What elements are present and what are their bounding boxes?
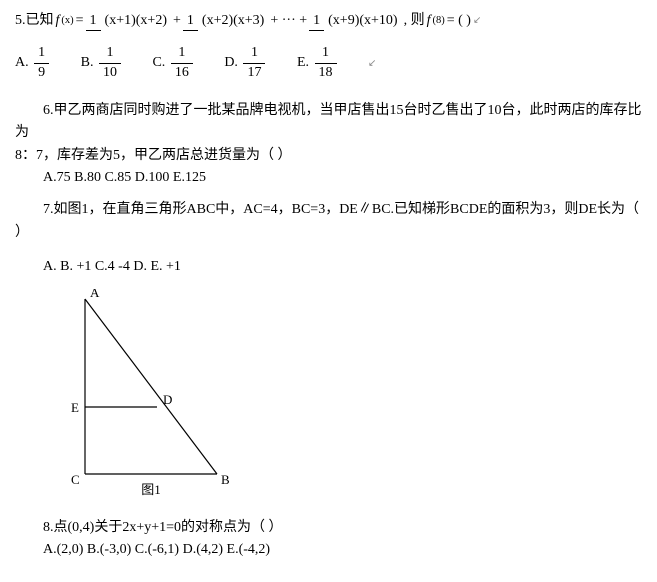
frac-den: (x+9)(x+10) <box>324 12 401 30</box>
question-8: 8.点(0,4)关于2x+y+1=0的对称点为（ ） A.(2,0) B.(-3… <box>15 517 642 562</box>
q5-eq: = <box>76 10 84 32</box>
frac-num: 1 <box>86 12 101 31</box>
choice-frac: 1 17 <box>243 44 265 81</box>
q8-options: A.(2,0) B.(-3,0) C.(-6,1) D.(4,2) E.(-4,… <box>15 539 642 561</box>
q5-term3: 1 (x+9)(x+10) <box>309 12 401 31</box>
choice-frac: 1 18 <box>315 44 337 81</box>
q7-options: A. B. +1 C.4 -4 D. E. +1 <box>15 256 642 278</box>
frac-num: 1 <box>243 44 265 63</box>
frac-num: 1 <box>309 12 324 31</box>
q5-func2: f <box>427 10 431 32</box>
frac-num: 1 <box>34 44 49 63</box>
q5-choices: A. 1 9 B. 1 10 C. 1 16 D. 1 17 <box>15 44 642 81</box>
frac-den: 9 <box>34 64 49 82</box>
svg-text:B: B <box>221 472 230 487</box>
q7-line1: 7.如图1，在直角三角形ABC中，AC=4，BC=3，DE∥BC.已知梯形BCD… <box>15 199 642 244</box>
choice-label: A. <box>15 52 29 74</box>
q5-suffix2: = ( ) <box>447 10 471 32</box>
frac-num: 1 <box>171 44 193 63</box>
svg-text:E: E <box>71 400 79 415</box>
question-5: 5.已知 f (x) = 1 (x+1)(x+2) + 1 (x+2)(x+3)… <box>15 10 642 82</box>
frac-num: 1 <box>315 44 337 63</box>
frac-num: 1 <box>183 12 198 31</box>
q5-choice-b: B. 1 10 <box>81 44 121 81</box>
q5-choice-c: C. 1 16 <box>152 44 192 81</box>
choice-frac: 1 16 <box>171 44 193 81</box>
choice-label: C. <box>152 52 165 74</box>
q6-line2: 8：7，库存差为5，甲乙两店总进货量为（ ） <box>15 145 642 167</box>
q5-prefix: 5.已知 <box>15 10 54 32</box>
q7-figure: A E D C B 图1 <box>45 289 642 507</box>
question-7: 7.如图1，在直角三角形ABC中，AC=4，BC=3，DE∥BC.已知梯形BCD… <box>15 199 642 507</box>
q5-suffix1: , 则 <box>404 10 425 32</box>
plus: + <box>173 10 181 32</box>
q6-line1: 6.甲乙两商店同时购进了一批某品牌电视机，当甲店售出15台时乙售出了10台，此时… <box>15 100 642 145</box>
return-arrow-icon: ↙ <box>368 58 376 69</box>
choice-frac: 1 10 <box>99 44 121 81</box>
frac-num: 1 <box>99 44 121 63</box>
choice-label: D. <box>224 52 238 74</box>
q5-func: f <box>56 10 60 32</box>
frac-den: 17 <box>243 64 265 82</box>
svg-text:C: C <box>71 472 80 487</box>
q5-choice-a: A. 1 9 <box>15 44 49 81</box>
choice-label: E. <box>297 52 309 74</box>
frac-den: (x+2)(x+3) <box>198 12 268 30</box>
q5-term1: 1 (x+1)(x+2) <box>86 12 171 31</box>
svg-text:A: A <box>90 289 100 300</box>
choice-frac: 1 9 <box>34 44 49 81</box>
return-arrow-icon: ↙ <box>473 13 481 29</box>
q5-choice-e: E. 1 18 <box>297 44 337 81</box>
frac-den: 16 <box>171 64 193 82</box>
triangle-figure-icon: A E D C B 图1 <box>45 289 235 499</box>
svg-text:D: D <box>163 392 172 407</box>
choice-label: B. <box>81 52 94 74</box>
frac-den: 10 <box>99 64 121 82</box>
frac-den: 18 <box>315 64 337 82</box>
q8-line1: 8.点(0,4)关于2x+y+1=0的对称点为（ ） <box>15 517 642 539</box>
q5-stem: 5.已知 f (x) = 1 (x+1)(x+2) + 1 (x+2)(x+3)… <box>15 10 642 32</box>
q5-choice-d: D. 1 17 <box>224 44 265 81</box>
dots: + ··· + <box>270 10 307 32</box>
q5-term2: 1 (x+2)(x+3) <box>183 12 268 31</box>
q5-funcsub: (x) <box>61 13 73 30</box>
svg-text:图1: 图1 <box>141 482 161 497</box>
frac-den: (x+1)(x+2) <box>101 12 171 30</box>
q5-func2sub: (8) <box>432 13 444 30</box>
question-6: 6.甲乙两商店同时购进了一批某品牌电视机，当甲店售出15台时乙售出了10台，此时… <box>15 100 642 190</box>
q6-options: A.75 B.80 C.85 D.100 E.125 <box>15 167 642 189</box>
